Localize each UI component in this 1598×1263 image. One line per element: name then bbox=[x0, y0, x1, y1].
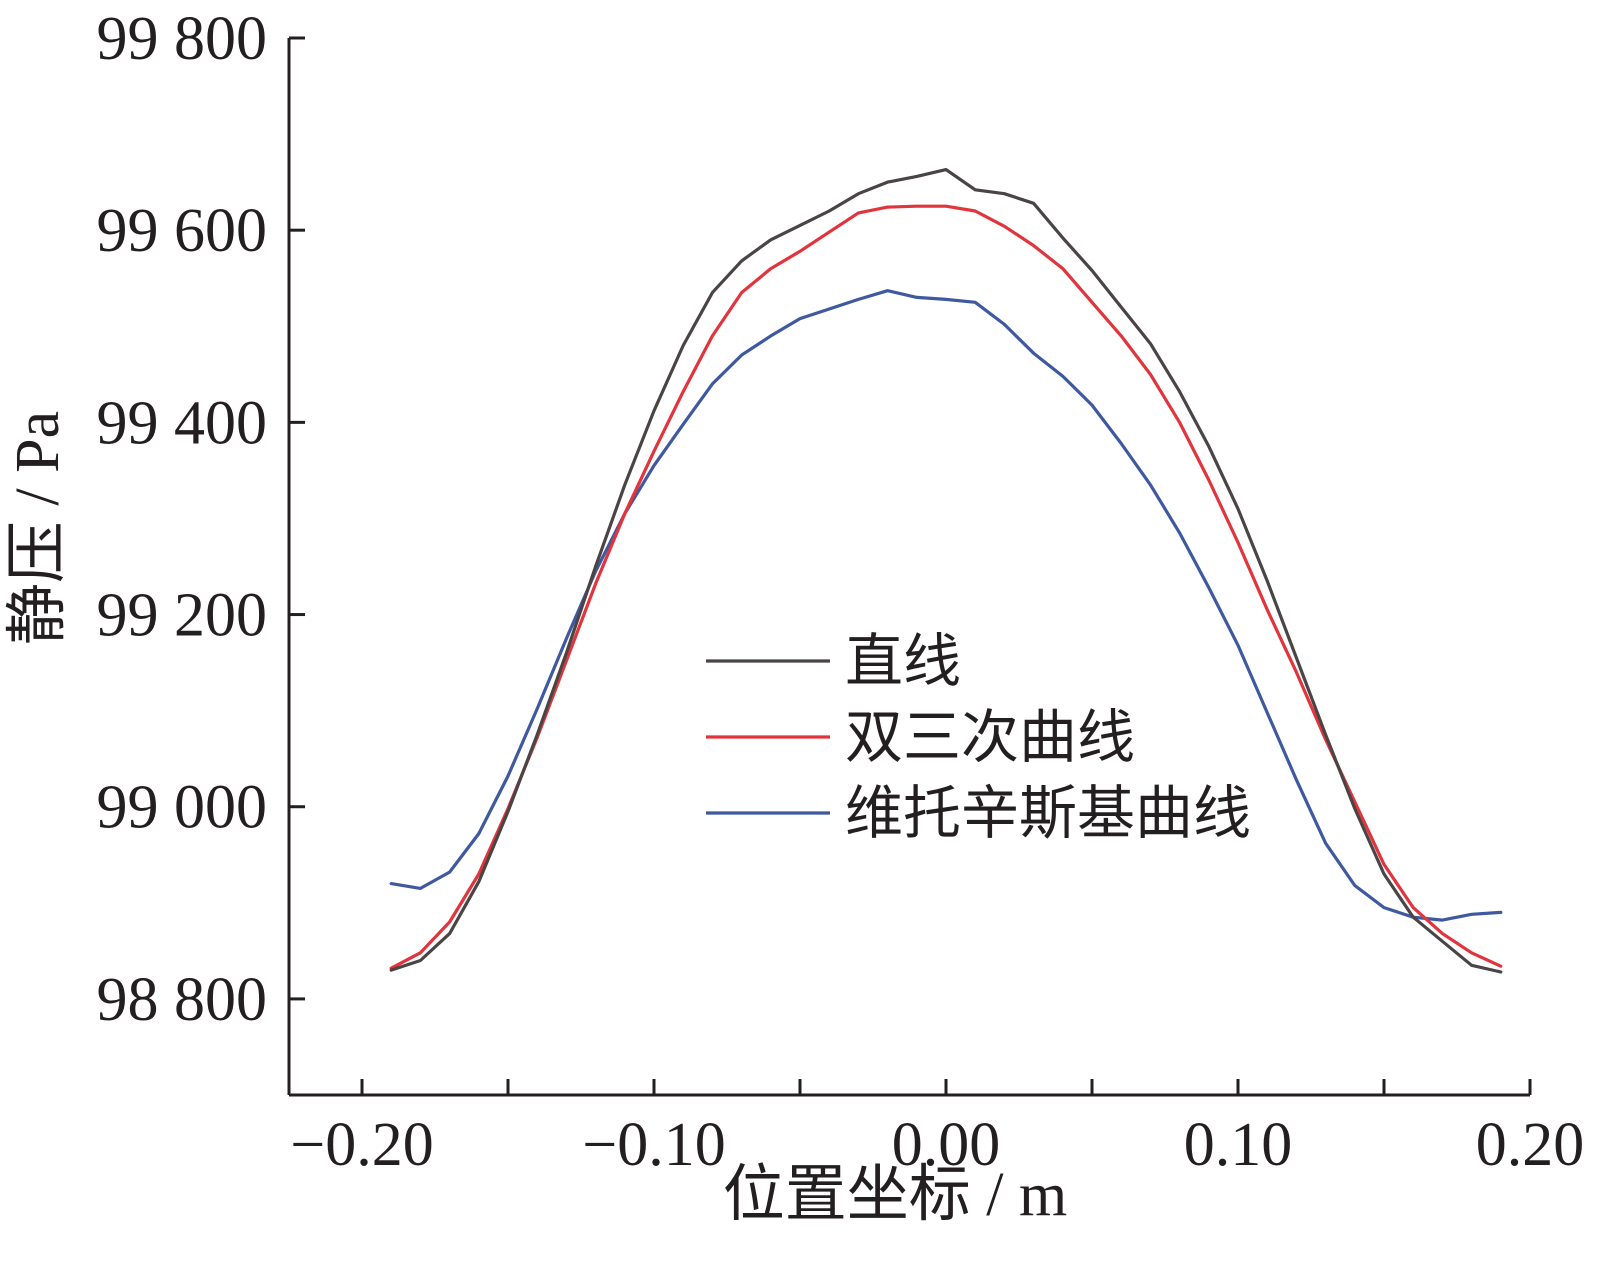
legend-label: 直线 bbox=[845, 629, 961, 694]
y-tick-label: 99 600 bbox=[97, 197, 268, 265]
x-tick-label: −0.10 bbox=[582, 1111, 725, 1179]
x-tick-label: 0.20 bbox=[1476, 1111, 1585, 1179]
x-ticks: −0.20 −0.10 0.00 0.10 0.20 bbox=[290, 1079, 1584, 1179]
axes bbox=[287, 38, 1530, 1097]
series-group bbox=[389, 168, 1503, 974]
y-tick-label: 99 800 bbox=[97, 5, 268, 73]
series-line-1 bbox=[389, 204, 1503, 970]
x-tick-label: 0.10 bbox=[1184, 1111, 1293, 1179]
series-line-2 bbox=[389, 289, 1503, 922]
x-tick-label: 0.00 bbox=[892, 1111, 1001, 1179]
y-tick-label: 99 400 bbox=[97, 389, 268, 457]
y-tick-label: 99 000 bbox=[97, 774, 268, 842]
legend-label: 维托辛斯基曲线 bbox=[845, 781, 1251, 846]
y-ticks: 98 800 99 000 99 200 99 400 99 600 99 800 bbox=[97, 5, 305, 1034]
x-axis-title: 位置坐标 / m bbox=[723, 1161, 1067, 1229]
y-axis-title: 静压 / Pa bbox=[4, 411, 72, 645]
x-tick-label: −0.20 bbox=[290, 1111, 433, 1179]
legend-label: 双三次曲线 bbox=[845, 705, 1135, 770]
y-tick-label: 99 200 bbox=[97, 582, 268, 650]
series-line-0 bbox=[389, 168, 1503, 974]
y-tick-label: 98 800 bbox=[97, 966, 268, 1034]
